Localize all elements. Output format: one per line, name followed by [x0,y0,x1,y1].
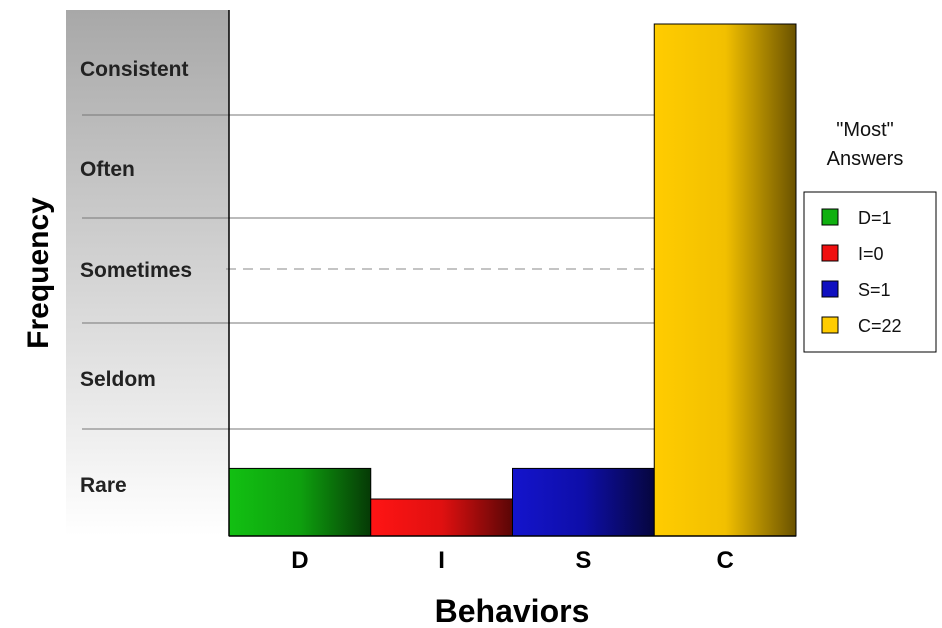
legend-swatch-c [821,316,839,334]
x-axis-title: Behaviors [435,593,590,628]
legend-swatch-d [821,208,839,226]
legend-label-s: S=1 [858,280,891,300]
bars [228,23,797,537]
freq-label-often: Often [80,158,135,181]
legend-title-line2: Answers [827,148,904,170]
x-tick-s: S [575,547,591,574]
bar-c [653,23,797,537]
frequency-labels: Consistent Often Sometimes Seldom Rare [80,58,192,497]
freq-label-seldom: Seldom [80,368,156,391]
freq-label-consistent: Consistent [80,58,189,81]
x-tick-d: D [291,547,308,574]
bar-d [228,467,372,537]
bar-s [512,467,655,537]
legend: "Most" Answers D=1 I=0 S=1 C=22 [803,119,937,353]
legend-label-i: I=0 [858,244,884,264]
legend-label-c: C=22 [858,316,902,336]
legend-swatch-s [821,280,839,298]
y-axis-title: Frequency [22,197,55,349]
frequency-band [66,10,229,536]
legend-items: D=1 I=0 S=1 C=22 [821,208,902,336]
legend-swatch-i [821,244,839,262]
x-tick-c: C [716,547,733,574]
legend-title-line1: "Most" [836,119,894,141]
freq-label-rare: Rare [80,474,127,497]
legend-label-d: D=1 [858,208,892,228]
bar-i [370,498,513,537]
x-tick-i: I [438,547,445,574]
freq-label-sometimes: Sometimes [80,259,192,282]
